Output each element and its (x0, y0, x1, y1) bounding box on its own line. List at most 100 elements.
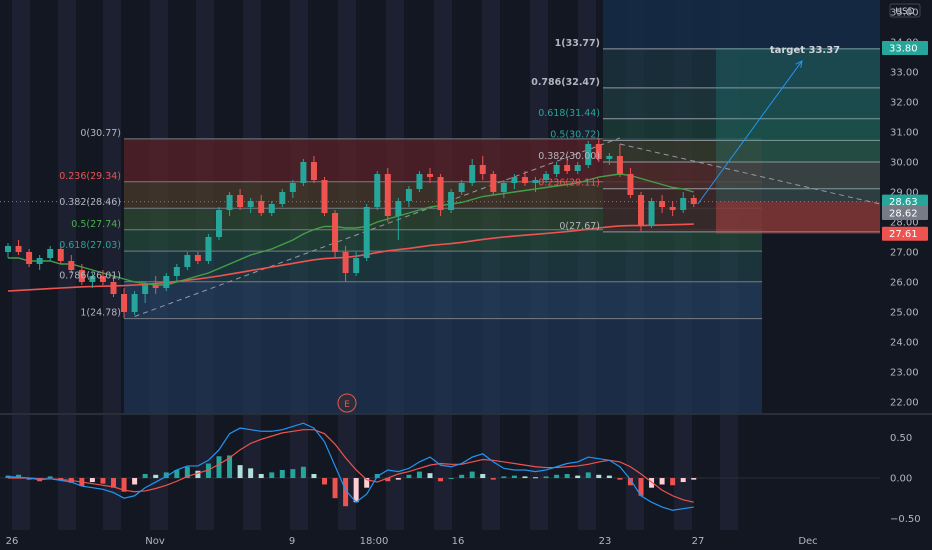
macd-histogram-bar (195, 470, 201, 479)
macd-histogram-bar (596, 474, 602, 479)
long-position-tool[interactable] (0, 48, 880, 234)
fib-retracement-2[interactable] (603, 0, 880, 233)
candle-body (384, 174, 391, 216)
macd-histogram-bar (670, 478, 676, 486)
price-tick-label: 32.00 (890, 98, 919, 109)
candle-body (395, 201, 402, 216)
macd-histogram-bar (533, 477, 538, 479)
macd-histogram-bar (16, 474, 22, 479)
profit-zone (716, 48, 880, 202)
macd-histogram-bar (111, 478, 116, 488)
price-badge (882, 206, 928, 220)
price-badge (882, 226, 928, 241)
earnings-marker[interactable]: E (337, 393, 357, 413)
macd-session-band (290, 415, 308, 533)
candle-body (342, 252, 349, 273)
price-axis[interactable]: USD 35.0034.0033.0032.0031.0030.0029.002… (880, 0, 932, 414)
stop-zone (716, 201, 880, 234)
macd-session-band (720, 415, 738, 533)
macd-histogram-bar (153, 474, 159, 479)
candle-body (564, 165, 571, 171)
macd-session-band (434, 415, 452, 533)
candle-body (532, 180, 539, 183)
candle-body (279, 192, 286, 204)
macd-histogram-bar (174, 469, 180, 479)
candle-body (416, 174, 423, 189)
macd-histogram-bar (543, 476, 549, 479)
macd-histogram-bar (564, 474, 570, 479)
macd-session-band (12, 415, 30, 533)
fib1-level-label: 0.618(27.03) (59, 240, 121, 251)
price-tick-label: 23.00 (890, 368, 919, 379)
candle-body (89, 276, 96, 282)
price-badge (882, 194, 928, 209)
time-axis[interactable]: 26 Nov 9 18:00 16 23 27 Dec (0, 530, 932, 550)
macd-histogram-bar (205, 463, 211, 479)
fib1-level-label: 0.5(27.74) (71, 219, 121, 230)
price-pane[interactable]: 0(30.77) 0.236(29.34) 0.382(28.46) 0.5(27.7… (0, 0, 881, 414)
fib1-level-label: 1(24.78) (80, 308, 121, 319)
macd-histogram-bar (364, 478, 370, 488)
time-tick-label: Dec (798, 536, 817, 547)
macd-histogram-bar (89, 478, 95, 483)
candle-body (606, 156, 613, 159)
macd-pane[interactable]: 0.50 0.00 −0.50 (0, 415, 921, 533)
macd-histogram-bar (691, 478, 697, 480)
macd-histogram-bar (395, 478, 401, 480)
fib1-zone (124, 251, 762, 282)
candle-body (543, 174, 550, 180)
macd-histogram-bar (121, 478, 127, 492)
macd-histogram-bar (237, 465, 243, 479)
macd-histogram-bar (511, 475, 517, 479)
macd-histogram-bar (406, 474, 412, 479)
fib1-zone (124, 229, 762, 252)
candle-body (405, 189, 412, 201)
price-tick-label: 35.00 (890, 8, 919, 19)
target-arrow[interactable] (697, 60, 803, 205)
target-arrowhead (795, 59, 803, 68)
price-tick-label: 31.00 (890, 128, 919, 139)
macd-session-band (626, 415, 644, 533)
macd-histogram-bar (227, 455, 233, 479)
candle-body (36, 258, 43, 264)
candle-body (490, 174, 497, 192)
fib1-level-label: 0.236(29.34) (59, 171, 121, 182)
macd-line (7, 422, 694, 511)
fib1-zone (124, 281, 762, 319)
macd-histogram-bar (300, 466, 306, 479)
fib2-zone (603, 87, 880, 119)
currency-badge[interactable]: USD (889, 3, 921, 18)
candle-body (247, 201, 254, 207)
macd-histogram-bar (290, 469, 296, 479)
fib-retracement-1[interactable] (124, 138, 762, 414)
fib1-extension-zone (124, 318, 762, 414)
candle-body (437, 177, 444, 210)
candle-body (690, 198, 697, 204)
target-label: target 33.37 (770, 45, 840, 56)
currency-badge-frame (889, 3, 921, 18)
macd-histogram-bar (353, 478, 359, 503)
target-annotation[interactable]: target 33.37 (697, 45, 840, 205)
macd-histogram-bar (47, 476, 53, 479)
macd-histogram-bar (448, 478, 454, 480)
candlestick-series (5, 138, 697, 318)
candle-body (585, 144, 592, 165)
ma-red-line (7, 223, 694, 292)
candle-body (680, 198, 687, 210)
fib2-extension-zone (603, 0, 880, 49)
candle-body (616, 156, 623, 174)
candle-body (500, 183, 507, 192)
currency-label: USD (895, 7, 914, 17)
earnings-icon[interactable] (337, 393, 357, 413)
candle-body (469, 165, 476, 183)
price-badge (882, 41, 928, 55)
candle-body (595, 144, 602, 159)
price-tick-label: 27.00 (890, 248, 919, 259)
candle-body (511, 177, 518, 183)
fib-level-labels: 0(30.77) 0.236(29.34) 0.382(28.46) 0.5(27.7… (59, 38, 600, 319)
candle-body (638, 195, 644, 225)
fib1-level-label: 0(30.77) (80, 128, 121, 139)
macd-histogram-bar (416, 471, 422, 479)
